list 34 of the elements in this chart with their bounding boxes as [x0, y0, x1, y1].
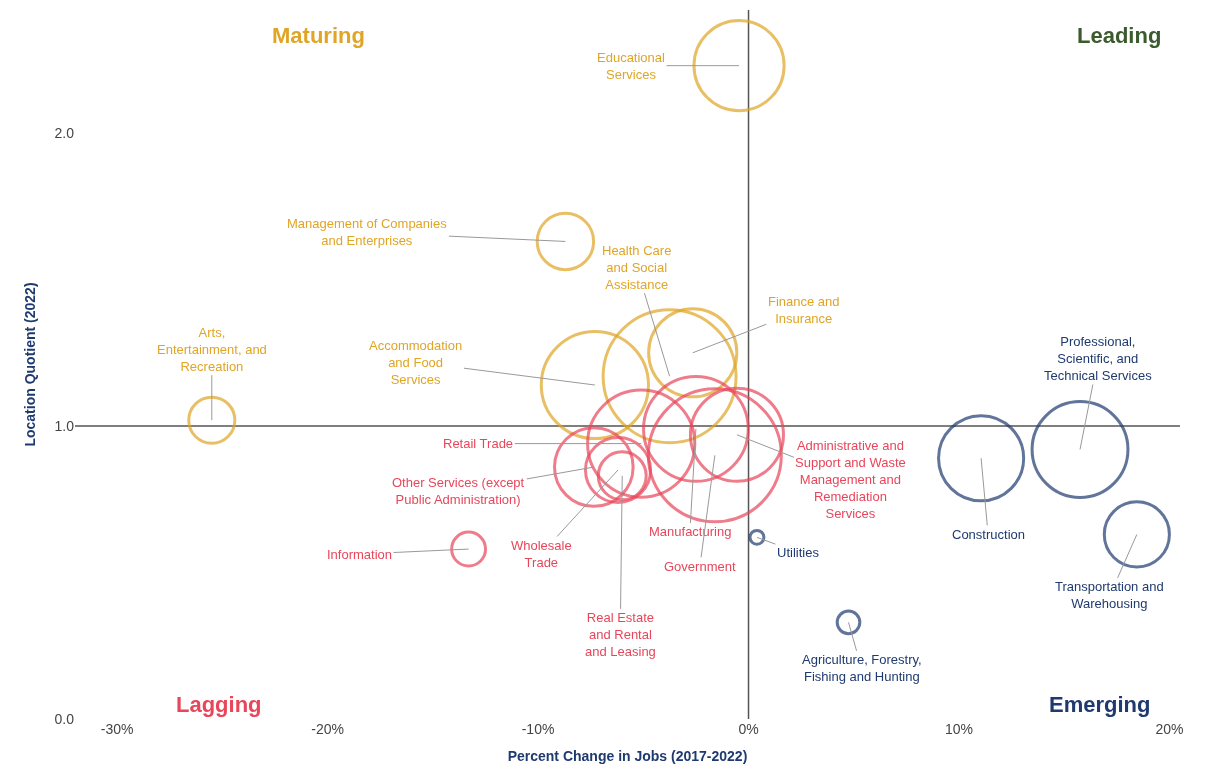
x-tick-label: 0% — [738, 721, 759, 737]
annotation: Arts, Entertainment, and Recreation — [157, 325, 267, 374]
x-tick-label: -30% — [100, 721, 134, 737]
annotation: Other Services (except Public Administration) — [392, 475, 525, 507]
text: Emerging — [1049, 692, 1151, 717]
text: Maturing — [272, 23, 365, 48]
annotation: Health Care and Social Assistance — [602, 243, 672, 292]
x-tick-label: -10% — [521, 721, 555, 737]
annotation: Educational Services — [597, 50, 666, 82]
annotation: Government — [664, 559, 736, 574]
x-tick-label: 20% — [1155, 721, 1184, 737]
annotation: Manufacturing — [649, 524, 732, 539]
annotation: Administrative and Support and Waste Management and Remediation Services — [795, 438, 906, 521]
y-tick-label: 0.0 — [54, 710, 75, 727]
annotation: Real Estate and Rental and Leasing — [585, 610, 656, 659]
y-tick-label: 2.0 — [54, 124, 75, 141]
annotation: Retail Trade — [443, 436, 514, 451]
annotation: Agriculture, Forestry, Fishing and Hunting — [802, 652, 922, 684]
annotation: Transportation and Warehousing — [1055, 579, 1164, 611]
annotation: Leading — [1077, 23, 1162, 48]
x-tick-label: -20% — [311, 721, 344, 737]
annotation: Finance and Insurance — [768, 294, 840, 326]
annotation: Construction — [952, 527, 1025, 542]
y-axis-title: Location Quotient (2022) — [22, 282, 39, 447]
annotation: Utilities — [777, 545, 820, 560]
y-tick-label: 1.0 — [54, 417, 75, 434]
annotation: Information — [327, 547, 393, 562]
annotation: Wholesale Trade — [511, 538, 572, 570]
annotation: Management of Companies and Enterprises — [287, 216, 448, 248]
x-tick-label: 10% — [944, 721, 974, 737]
x-axis-title: Percent Change in Jobs (2017-2022) — [507, 748, 748, 765]
text: Lagging — [176, 692, 262, 717]
annotation: Accommodation and Food Services — [369, 338, 463, 387]
annotation: Professional, Scientific, and Technical Services — [1044, 334, 1153, 383]
